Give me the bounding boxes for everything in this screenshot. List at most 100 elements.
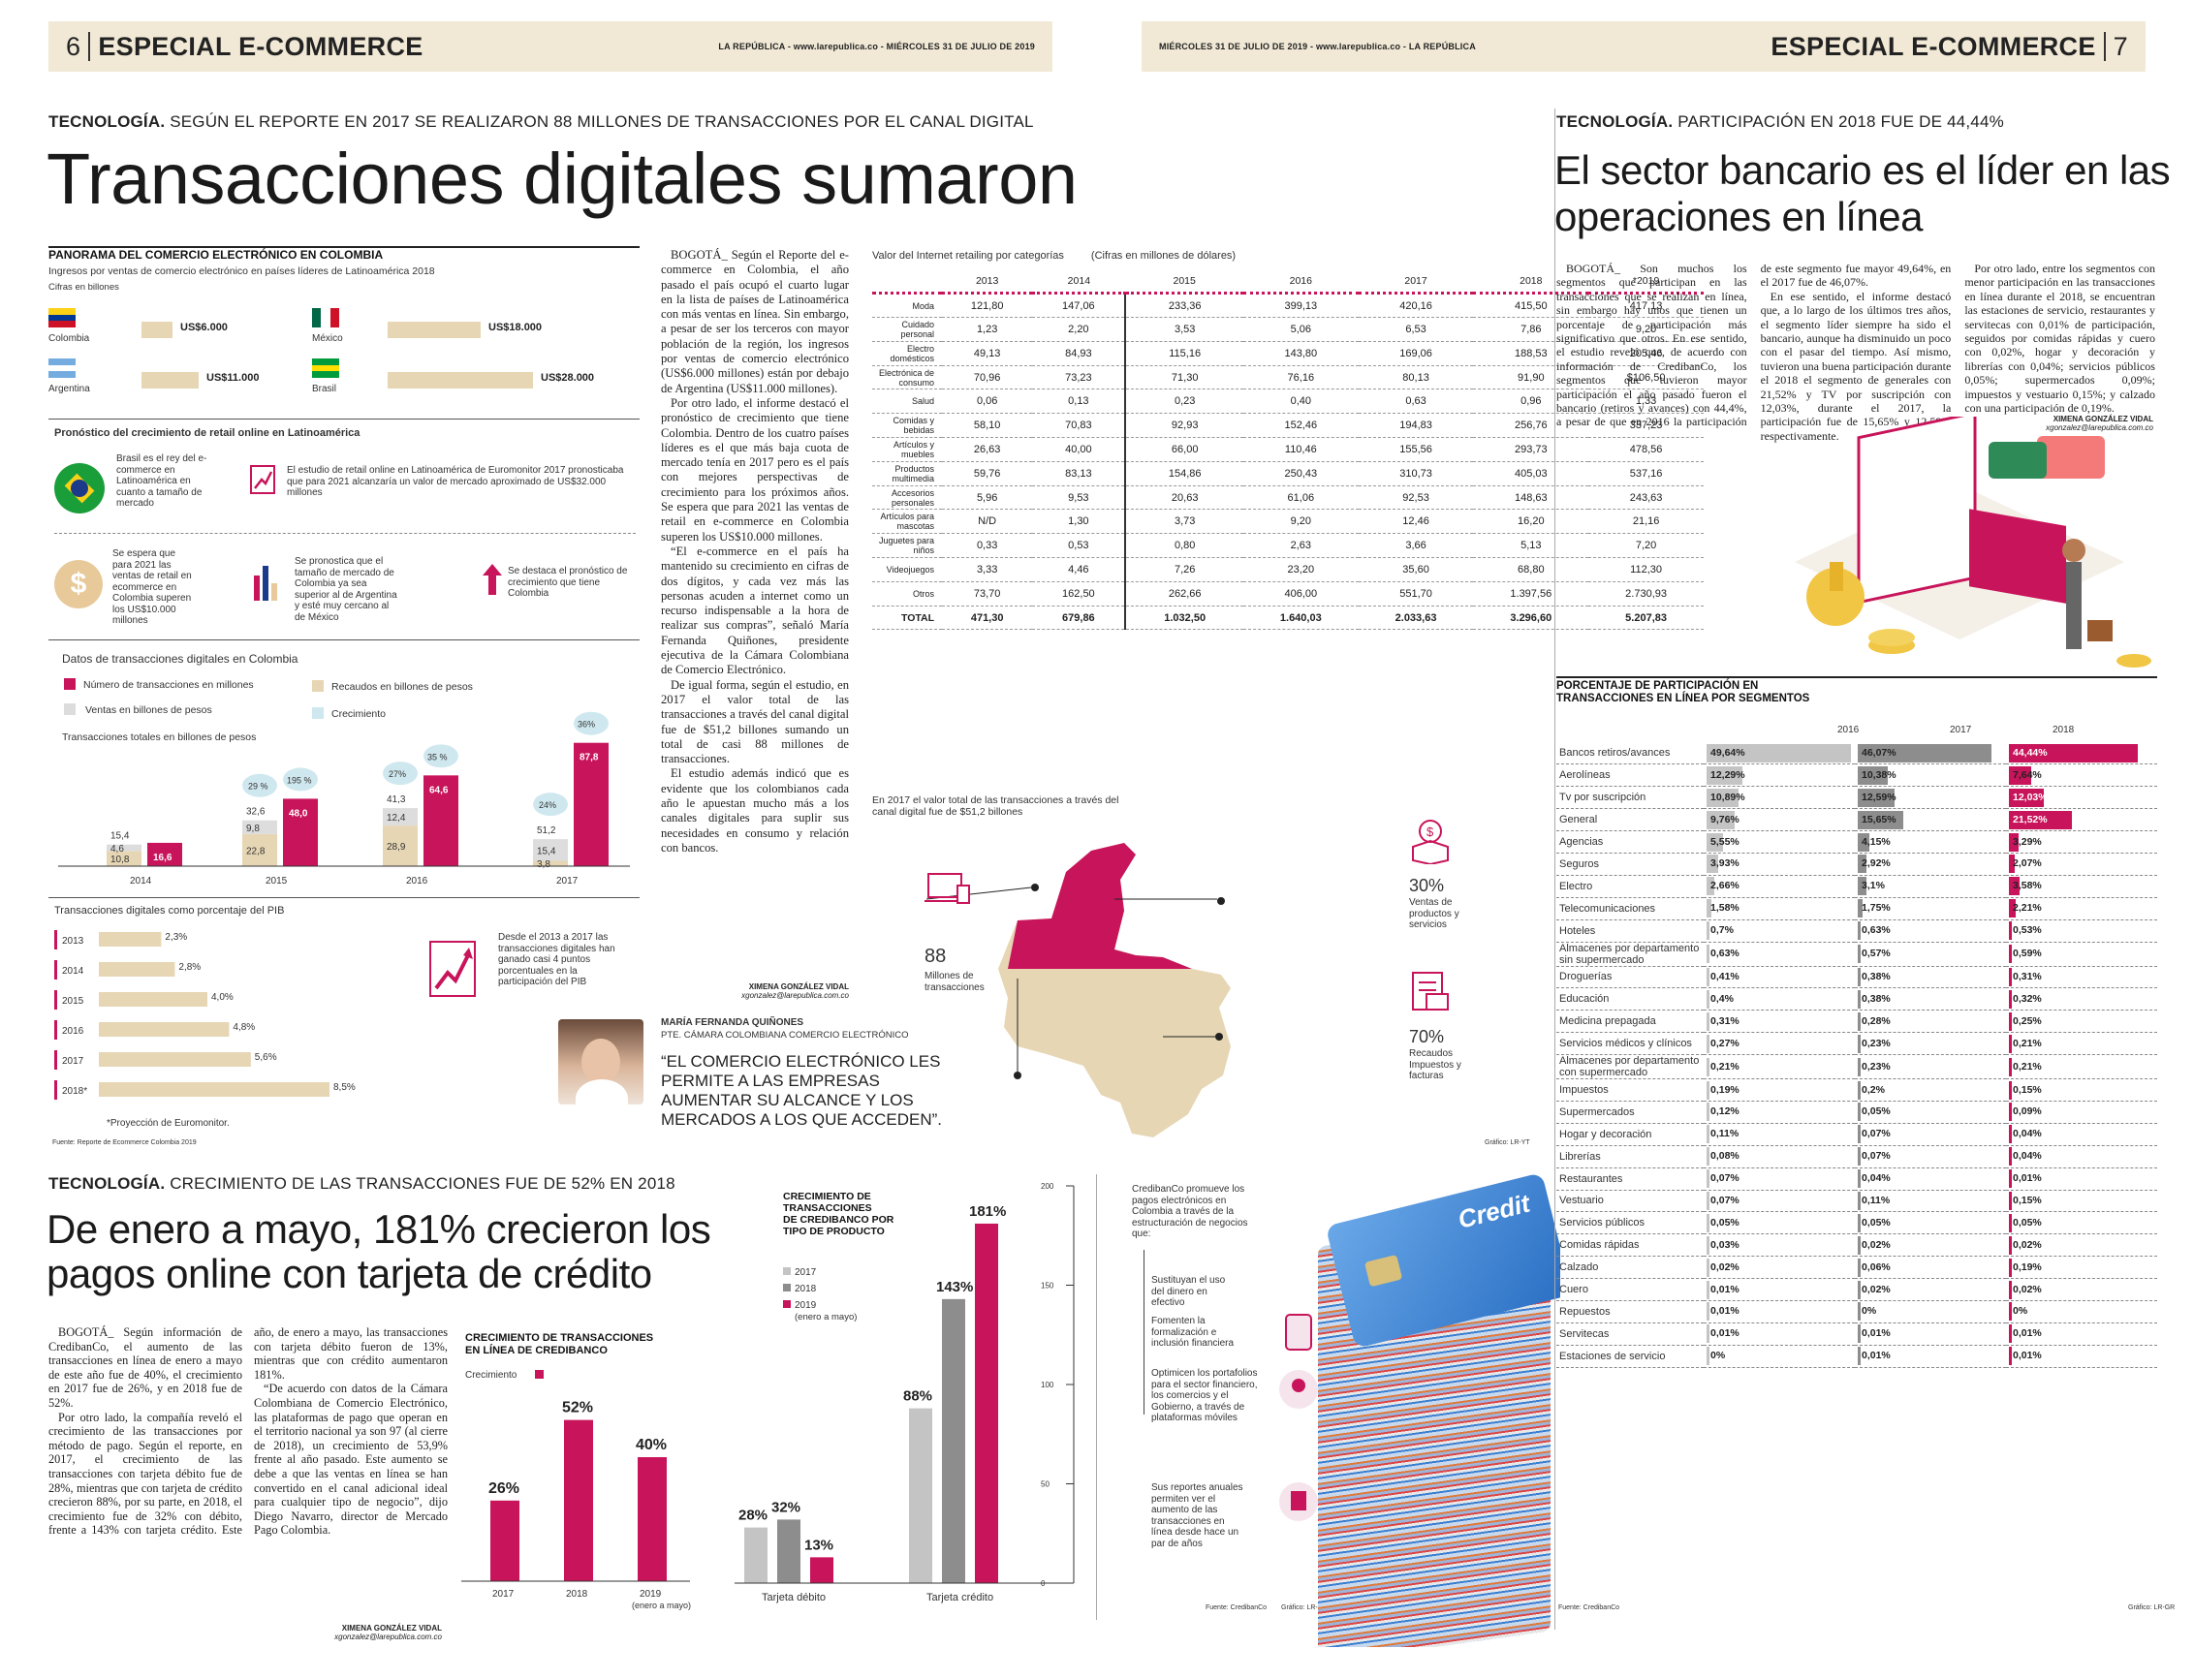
segment-cell: 0,02% <box>2006 1278 2157 1301</box>
segment-bar-wrap: 7,64% <box>2009 765 2154 785</box>
quote-role: PTE. CÁMARA COLOMBIANA COMERCIO ELECTRÓN… <box>661 1030 909 1041</box>
invoice-icon <box>1407 971 1450 1013</box>
segment-bar-wrap: 0,06% <box>1858 1258 2003 1277</box>
segment-cell: 2,07% <box>2006 853 2157 876</box>
credibanco-item-1: Sustituyan el uso del dinero en efectivo <box>1151 1275 1226 1308</box>
segment-value: 0,01% <box>1862 1350 1891 1362</box>
credit-card-stack-image: Credit <box>1279 1163 1560 1647</box>
col-2018: 2018 <box>2053 725 2075 735</box>
retail-cell: 147,06 <box>1032 293 1126 319</box>
retail-table-title: Valor del Internet retailing por categor… <box>872 250 1064 262</box>
retail-category: Otros <box>872 581 942 607</box>
credibanco-item-2: Fomenten la formalización e inclusión fi… <box>1151 1316 1235 1349</box>
money-icon: $ <box>54 560 103 608</box>
segment-cell: 0,2% <box>1855 1078 2006 1102</box>
col-2016: 2016 <box>1837 725 1860 735</box>
segment-row: Servitecas 0,01% 0,01% 0,01% <box>1556 1322 2157 1346</box>
segment-bar <box>1707 967 1709 986</box>
bar-transacciones <box>283 798 318 866</box>
segment-row: Droguerías 0,41% 0,38% 0,31% <box>1556 966 2157 989</box>
retail-cell: 58,10 <box>942 413 1033 439</box>
segment-bar-wrap: 0,41% <box>1707 967 1852 986</box>
segment-bar-wrap: 0,19% <box>1707 1080 1852 1100</box>
retail-cell: 233,36 <box>1124 293 1243 319</box>
segment-bar-wrap: 2,21% <box>2009 899 2154 918</box>
segment-cell: 0% <box>1704 1345 1855 1368</box>
retail-cell: 115,16 <box>1124 341 1243 366</box>
retail-cell: 537,16 <box>1588 461 1704 486</box>
retail-cell: 399,13 <box>1242 293 1359 319</box>
retail-row: Electrónica de consumo 70,96 73,23 71,30 76,… <box>872 365 1704 390</box>
label-recaudos: 12,4 <box>387 813 406 824</box>
panorama-title: PANORAMA DEL COMERCIO ELECTRÓNICO EN COL… <box>48 248 384 262</box>
segment-value: 0,05% <box>2013 1216 2042 1229</box>
article-paragraph: “El e-commerce en el país ha mantenido s… <box>661 544 849 677</box>
segment-cell: 0,01% <box>2006 1167 2157 1191</box>
segment-cell: 5,55% <box>1704 830 1855 854</box>
segment-bar <box>1707 1302 1709 1322</box>
segment-bar-wrap: 0,38% <box>1858 989 2003 1009</box>
cb2-category: Tarjeta crédito <box>926 1592 993 1603</box>
flag-stripe <box>48 321 76 328</box>
segment-name: Hoteles <box>1556 919 1704 943</box>
legend-swatch-ventas <box>64 703 76 715</box>
country-bar <box>388 372 533 389</box>
article-right-body: BOGOTÁ_ Son muchos los segmentos que par… <box>1556 262 2155 661</box>
cb2-legend-label: 2018 <box>795 1284 817 1294</box>
legend-crecimiento: Crecimiento <box>331 708 386 720</box>
segment-cell: 49,64% <box>1704 742 1855 765</box>
retail-cell: 26,63 <box>942 437 1033 462</box>
segment-value: 0,01% <box>2013 1172 2042 1185</box>
user-icon <box>1279 1370 1318 1409</box>
segment-bar <box>1858 899 1864 918</box>
segment-value: 0,23% <box>1862 1037 1891 1049</box>
segment-value: 2,07% <box>2013 857 2042 870</box>
cb1-bar-label: 52% <box>562 1400 593 1416</box>
segment-bar-wrap: 0,25% <box>2009 1011 2154 1031</box>
segment-cell: 0,32% <box>2006 987 2157 1011</box>
retail-cell: 679,86 <box>1032 606 1126 631</box>
segment-bar-wrap: 0,02% <box>1858 1280 2003 1299</box>
retail-row: Cuidado personal 1,23 2,20 3,53 5,06 6,53 7,86… <box>872 317 1704 342</box>
segment-name: Restaurantes <box>1556 1167 1704 1191</box>
forecast-title: Pronóstico del crecimiento de retail onl… <box>54 427 360 439</box>
pib-year: 2016 <box>62 1026 84 1037</box>
left-header: 6 ESPECIAL E-COMMERCE LA REPÚBLICA - www… <box>48 21 1052 72</box>
segment-bar-wrap: 0,19% <box>2009 1258 2154 1277</box>
segment-cell: 0,08% <box>1704 1145 1855 1168</box>
retail-cell: 84,93 <box>1032 341 1126 366</box>
retail-category: Accesorios personales <box>872 485 942 511</box>
segment-cell: 0,31% <box>2006 966 2157 989</box>
segment-bar-wrap: 0,28% <box>1858 1011 2003 1031</box>
segment-bar-wrap: 15,65% <box>1858 810 2003 829</box>
segment-cell: 0,59% <box>2006 942 2157 967</box>
segment-bar <box>2009 1347 2012 1366</box>
fact-colombia-growth: Se destaca el pronóstico de crecimiento … <box>508 566 628 599</box>
retail-cell: 5.207,83 <box>1588 606 1704 631</box>
cb2-bar-label: 13% <box>804 1537 833 1553</box>
segment-cell: 0,05% <box>1855 1101 2006 1124</box>
segment-cell: 0,63% <box>1704 942 1855 967</box>
article-paragraph: BOGOTÁ_ Según el Reporte del e-commerce … <box>661 248 849 395</box>
cb2-tick-label: 50 <box>1041 1480 1050 1489</box>
segment-value: 0,27% <box>1710 1037 1740 1049</box>
segment-bar-wrap: 3,1% <box>1858 877 2003 896</box>
retail-cell: 112,30 <box>1588 557 1704 582</box>
retail-cell: 3,53 <box>1124 317 1243 342</box>
retail-cell: 5,06 <box>1242 317 1359 342</box>
legend-transacciones: Número de transacciones en millones <box>83 679 254 691</box>
growth-label: 27% <box>389 769 406 779</box>
segment-value: 0,21% <box>1710 1060 1740 1073</box>
segment-cell: 0,07% <box>1704 1167 1855 1191</box>
svg-text:$: $ <box>1426 824 1434 839</box>
segment-value: 3,93% <box>1710 857 1740 870</box>
segment-bar <box>2009 1302 2012 1322</box>
segment-row: Electro 2,66% 3,1% 3,58% <box>1556 875 2157 898</box>
segment-cell: 0,63% <box>1855 919 2006 943</box>
segment-cell: 0,01% <box>1704 1278 1855 1301</box>
segment-value: 0,03% <box>1710 1238 1740 1251</box>
segment-bar <box>2009 810 2072 829</box>
segment-bar-wrap: 49,64% <box>1707 743 1852 762</box>
segment-bar-wrap: 0,23% <box>1858 1034 2003 1053</box>
